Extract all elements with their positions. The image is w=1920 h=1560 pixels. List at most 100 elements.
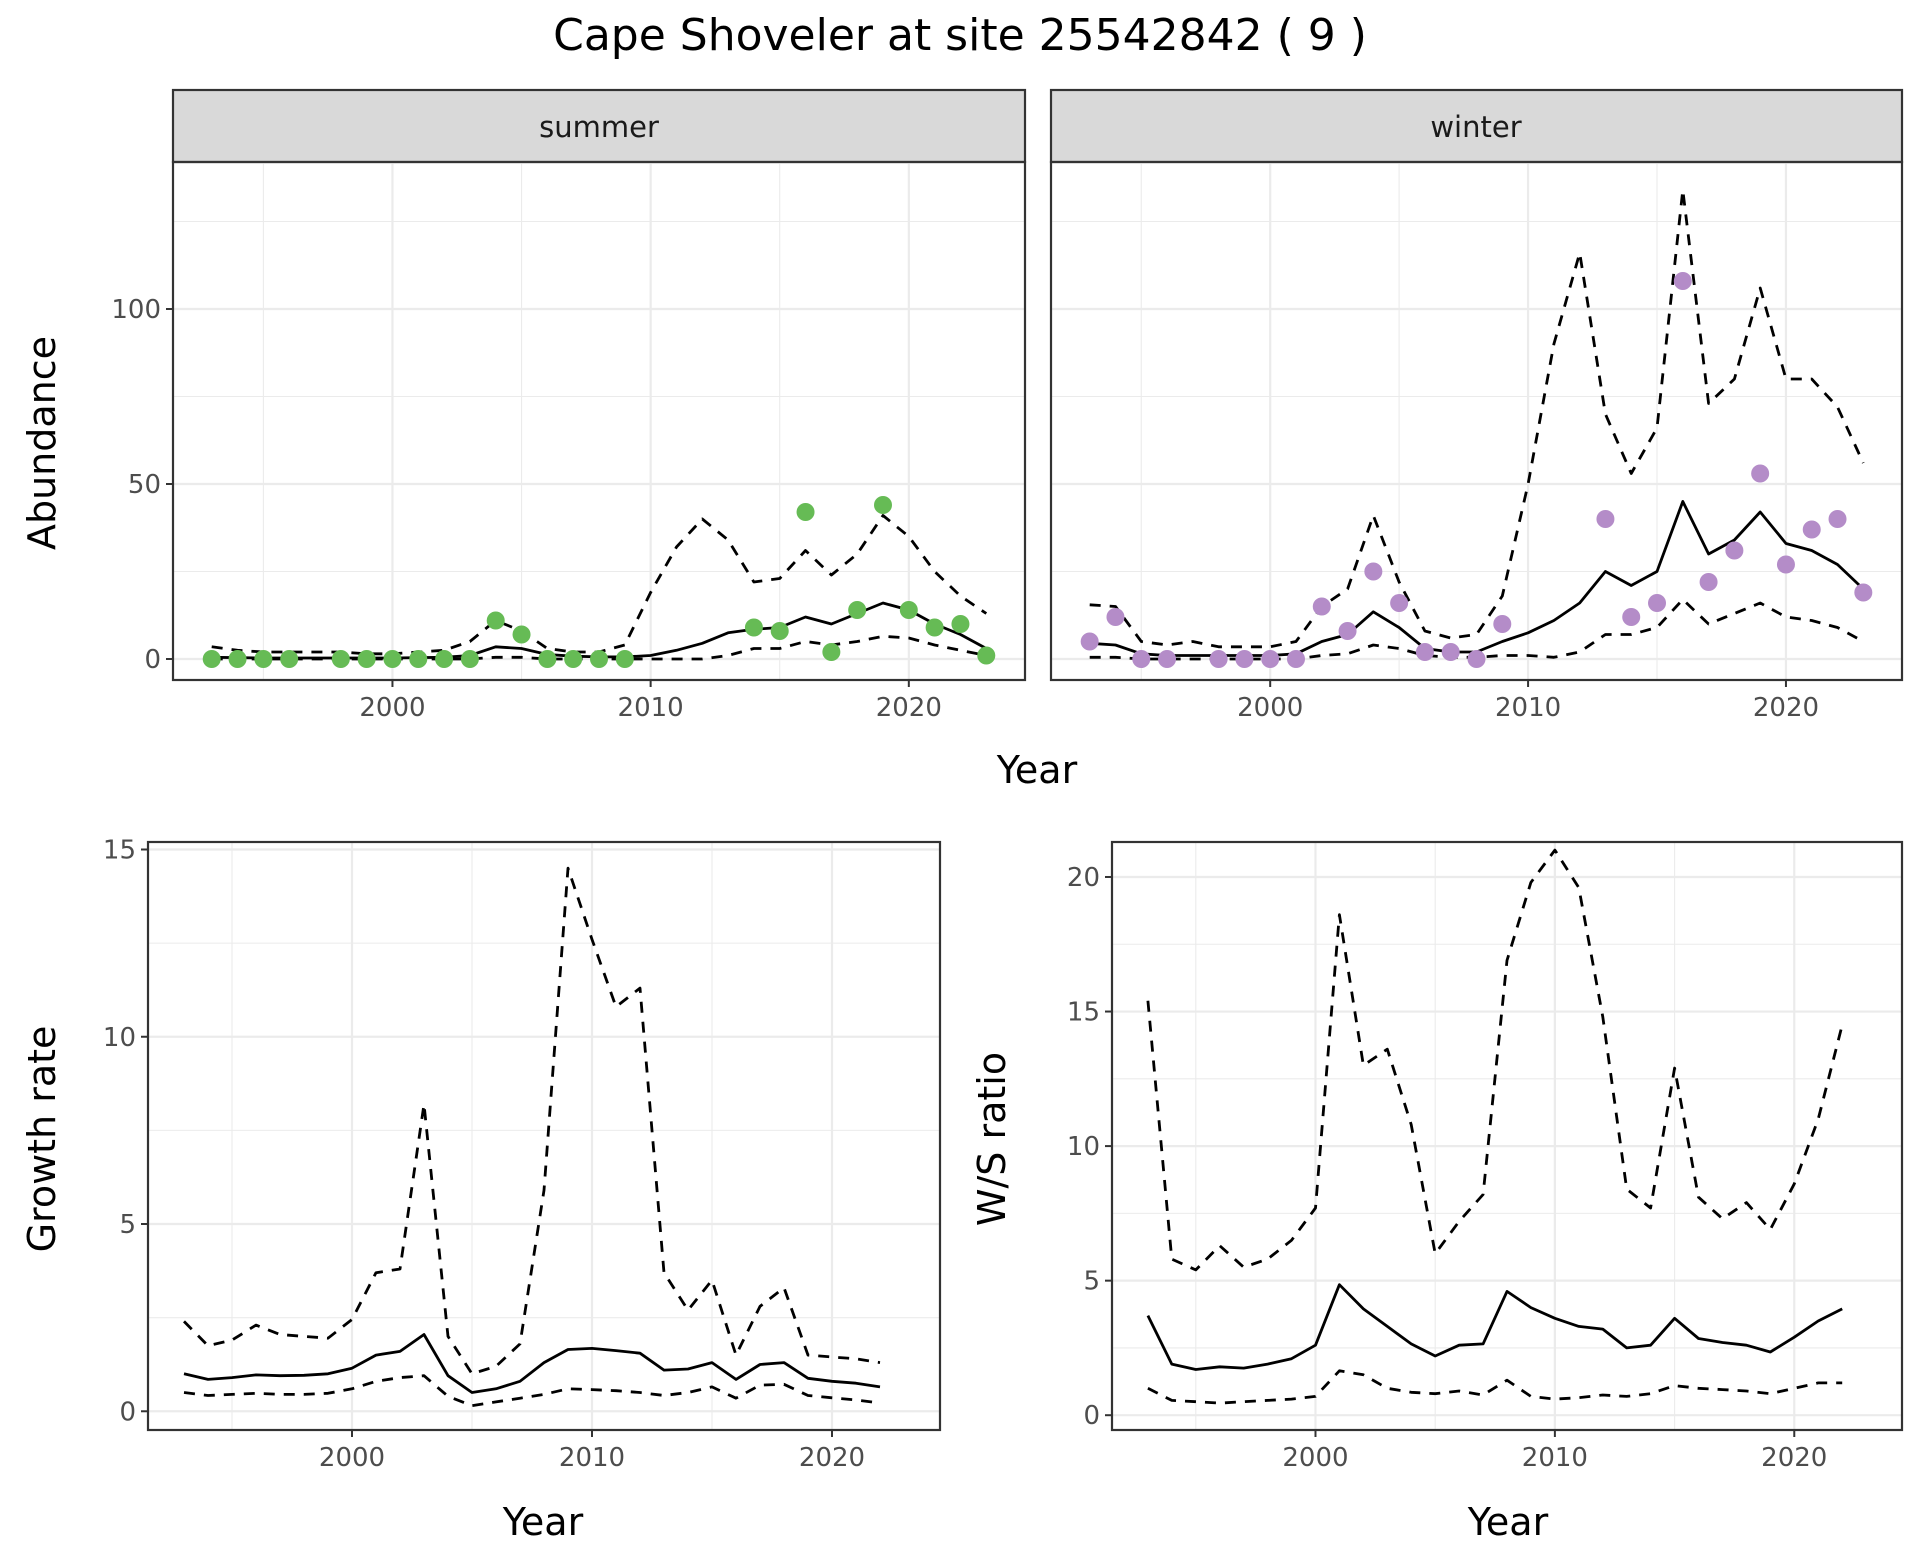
y-tick-label: 50 [128,470,161,500]
data-point [1673,272,1692,290]
data-point [254,650,273,668]
ws-ratio-chart: 2000 2010 2020 0 5 10 15 20 Year W/S ratio [970,840,1904,1544]
data-point [1802,520,1821,539]
data-point [796,503,815,521]
y-tick-label: 20 [1067,863,1100,893]
data-point [1235,650,1254,668]
data-point [1209,650,1228,668]
data-point [460,650,479,668]
data-point [1493,615,1512,633]
data-point [357,650,376,668]
data-point [1596,510,1615,528]
mean-line [211,601,987,660]
data-point [770,622,789,640]
x-tick-label: 2000 [359,693,425,723]
data-point [1828,510,1847,528]
x-tick-label: 2020 [1753,693,1819,723]
panel-summer: 2000 2010 2020 0 50 100 [111,160,1027,723]
data-point [1364,562,1383,581]
strip-label-winter: winter [1430,110,1521,144]
strip-summer [171,88,1027,164]
growth-y-axis-title: Growth rate [20,1026,64,1253]
chart-title: Cape Shoveler at site 25542842 ( 9 ) [553,10,1367,61]
data-point [538,650,557,668]
data-point [1286,650,1305,668]
data-point [1106,608,1125,626]
y-tick-label: 0 [119,1397,136,1427]
growth-x-axis-title: Year [502,1500,584,1544]
data-point [951,615,970,633]
y-tick-label: 5 [119,1210,136,1240]
panel-winter: 2000 2010 2020 [1049,160,1904,723]
y-tick-label: 10 [103,1023,136,1053]
data-point [1312,597,1331,616]
strip-winter [1049,88,1904,164]
data-point [925,618,944,637]
data-point [848,601,867,619]
x-tick-label: 2020 [1761,1443,1827,1473]
data-point [564,650,583,668]
data-point [977,646,996,665]
x-tick-label: 2010 [1495,693,1561,723]
data-point [1338,622,1357,640]
ws-x-axis-title: Year [1467,1500,1549,1544]
abundance-chart: summer winter 2000 2010 2020 0 50 100 2000 201… [20,88,1904,792]
data-point [590,650,608,668]
growth-rate-chart: 2000 2010 2020 0 5 10 15 Year Growth rate [20,835,942,1544]
data-point [512,625,531,644]
data-point [228,650,247,668]
x-tick-label: 2000 [1282,1443,1348,1473]
x-tick-label: 2010 [1522,1443,1588,1473]
lower-ci-line [183,1374,881,1408]
data-point [1390,594,1409,612]
data-point [899,601,918,619]
panel-border [146,840,942,1432]
y-tick-label: 100 [111,295,161,325]
panel-border [171,160,1027,682]
data-point [1441,643,1460,661]
mean-line [1089,500,1865,657]
x-tick-label: 2010 [618,693,684,723]
data-point [874,496,892,514]
data-point [1699,573,1718,591]
data-point [744,618,763,637]
data-point [331,650,350,668]
data-point [1776,555,1795,574]
x-tick-label: 2020 [876,693,942,723]
strip-label-summer: summer [539,110,659,144]
x-tick-label: 2000 [1237,693,1303,723]
x-tick-label: 2000 [319,1443,385,1473]
x-tick-label: 2010 [559,1443,625,1473]
upper-ci-line [211,514,988,656]
upper-ci-line [1146,848,1844,1272]
y-tick-label: 0 [144,645,161,675]
data-point [202,650,221,668]
panel-growth: 2000 2010 2020 0 5 10 15 [103,835,942,1473]
data-point [486,611,505,630]
data-point [1261,650,1280,668]
data-point [435,650,454,668]
abundance-y-axis-title: Abundance [20,336,64,550]
panel-border [1110,840,1904,1432]
ws-y-axis-title: W/S ratio [970,1052,1014,1226]
upper-ci-line [183,866,881,1376]
data-point [1751,464,1770,483]
abundance-x-axis-title: Year [996,748,1078,792]
data-point [409,650,428,668]
upper-ci-line [1089,188,1865,649]
y-tick-label: 5 [1083,1267,1100,1297]
data-point [822,643,841,661]
data-point [1415,643,1434,661]
data-point [1648,594,1667,612]
data-point [383,650,402,668]
lower-ci-line [1147,1369,1843,1405]
data-point [1725,541,1744,560]
data-point [1854,583,1873,602]
panel-ws: 2000 2010 2020 0 5 10 15 20 [1067,840,1904,1473]
x-tick-label: 2020 [799,1443,865,1473]
panel-border [1049,160,1904,682]
y-tick-label: 15 [103,835,136,865]
mean-line [183,1333,881,1394]
data-point [615,650,634,668]
